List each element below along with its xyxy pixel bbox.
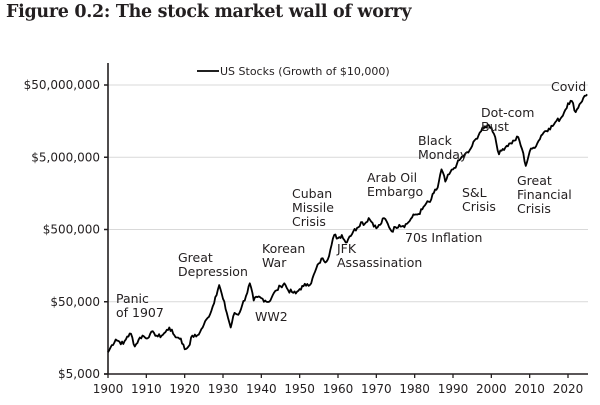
annotation-label: Great Financial Crisis: [517, 173, 572, 216]
annotation-label: 70s Inflation: [405, 230, 482, 245]
annotation-line: Depression: [178, 264, 248, 279]
annotation-line: Crisis: [292, 214, 326, 229]
annotation-line: Panic: [116, 291, 149, 306]
y-tick-label: $50,000: [50, 295, 100, 309]
x-tick-label: 1910: [131, 382, 162, 396]
annotation-label: S&L Crisis: [462, 185, 496, 214]
series-group: [107, 93, 588, 353]
annotation-line: Black: [418, 133, 453, 148]
annotation-line: Missile: [292, 200, 334, 215]
annotation-label: Arab Oil Embargo: [367, 170, 423, 199]
annotation-line: War: [262, 255, 287, 270]
annotation-line: 70s Inflation: [405, 230, 482, 245]
y-tick-label: $5,000: [58, 367, 100, 381]
annotation-label: Panic of 1907: [116, 291, 164, 320]
annotation-line: S&L: [462, 185, 487, 200]
x-tick-label: 2000: [476, 382, 507, 396]
x-tick-label: 1960: [323, 382, 354, 396]
x-tick-label: 1970: [361, 382, 392, 396]
series-line-us-stocks: [107, 93, 588, 353]
x-tick-label: 2020: [553, 382, 584, 396]
annotation-line: Great: [517, 173, 552, 188]
x-tick-label: 1990: [438, 382, 469, 396]
annotation-label: Cuban Missile Crisis: [292, 186, 334, 229]
annotation-line: Dot-com: [481, 105, 534, 120]
y-tick-label: $5,000,000: [31, 150, 100, 164]
annotation-line: Covid: [551, 79, 586, 94]
annotation-line: Bust: [481, 119, 509, 134]
annotation-line: Monday: [418, 147, 468, 162]
annotation-label: Covid: [551, 79, 586, 94]
x-tick-label: 1900: [93, 382, 124, 396]
annotation-line: WW2: [255, 309, 288, 324]
y-axis-ticks: $5,000 $50,000 $500,000 $5,000,000 $50,000,0…: [24, 78, 108, 381]
annotation-line: Financial: [517, 187, 572, 202]
x-tick-label: 1930: [208, 382, 239, 396]
x-tick-label: 1950: [284, 382, 315, 396]
annotation-line: Arab Oil: [367, 170, 417, 185]
legend: US Stocks (Growth of $10,000): [197, 65, 390, 78]
annotation-label: Korean War: [262, 241, 305, 270]
annotation-label: Black Monday: [418, 133, 468, 162]
x-tick-label: 1920: [169, 382, 200, 396]
x-tick-label: 1980: [399, 382, 430, 396]
annotation-line: Crisis: [462, 199, 496, 214]
y-tick-label: $50,000,000: [24, 78, 100, 92]
annotation-line: Crisis: [517, 201, 551, 216]
y-tick-label: $500,000: [43, 223, 100, 237]
annotation-label: JFK Assassination: [336, 241, 422, 270]
x-tick-label: 2010: [514, 382, 545, 396]
annotation-line: Korean: [262, 241, 305, 256]
annotation-label: WW2: [255, 309, 288, 324]
annotation-line: Cuban: [292, 186, 332, 201]
annotation-label: Dot-com Bust: [481, 105, 534, 134]
annotation-line: Great: [178, 250, 213, 265]
annotation-line: Embargo: [367, 184, 423, 199]
x-axis-ticks: 1900 1910 1920 1930 1940 1950 1960 1970 1980 1990…: [93, 374, 584, 396]
annotation-line: JFK: [336, 241, 357, 256]
annotation-line: of 1907: [116, 305, 164, 320]
x-tick-label: 1940: [246, 382, 277, 396]
figure-title: Figure 0.2: The stock market wall of wor…: [6, 2, 412, 22]
legend-label-us-stocks: US Stocks (Growth of $10,000): [220, 65, 390, 78]
annotation-label: Great Depression: [178, 250, 248, 279]
annotation-line: Assassination: [337, 255, 422, 270]
gridlines: [108, 84, 588, 303]
